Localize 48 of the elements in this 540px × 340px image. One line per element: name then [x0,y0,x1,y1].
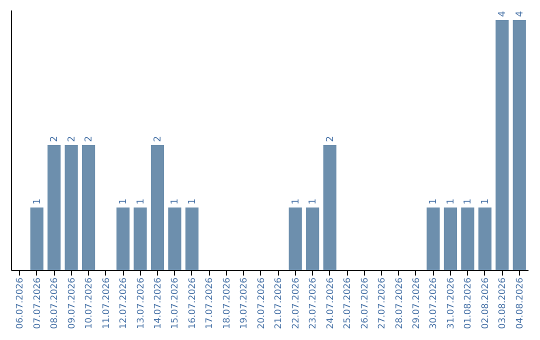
x-tick-label: 11.07.2026 [102,277,112,330]
data-label: 1 [480,198,491,204]
data-label: 2 [324,136,336,142]
data-label: 1 [135,198,146,204]
x-tick-label: 10.07.2026 [84,277,95,330]
x-tick-label: 15.07.2026 [170,277,181,330]
data-label: 1 [32,198,43,204]
x-tick-label: 28.07.2026 [394,277,405,330]
data-label: 1 [308,198,319,204]
x-tick-label: 18.07.2026 [222,277,232,330]
x-tick-label: 12.07.2026 [119,277,130,330]
data-label: 2 [49,136,60,142]
data-label: 1 [428,198,440,204]
x-tick-label: 07.07.2026 [32,277,43,330]
x-tick-label: 08.07.2026 [50,277,60,330]
x-tick-label: 13.07.2026 [136,277,146,330]
x-tick-label: 02.08.2026 [480,277,491,330]
data-label: 1 [118,198,130,204]
x-tick-label: 21.07.2026 [274,277,284,330]
data-label: 2 [66,136,78,142]
x-tick-label: 26.07.2026 [360,277,370,330]
x-tick-label: 16.07.2026 [188,277,198,330]
x-tick-label: 27.07.2026 [378,277,388,330]
data-label: 1 [445,198,456,204]
data-label: 1 [290,198,302,204]
data-label: 2 [152,136,164,142]
x-tick-label: 23.07.2026 [308,277,319,330]
data-label: 1 [462,198,474,204]
x-tick-label: 01.08.2026 [464,277,474,330]
x-tick-label: 25.07.2026 [343,277,354,330]
data-label: 1 [170,198,181,204]
data-label: 4 [497,10,508,17]
x-tick-label: 17.07.2026 [205,277,216,330]
data-label: 2 [84,136,95,142]
x-tick-label: 30.07.2026 [429,277,440,330]
x-tick-label: 04.08.2026 [515,277,526,330]
x-tick-label: 09.07.2026 [67,277,78,330]
x-tick-label: 31.07.2026 [446,277,456,330]
x-tick-label: 03.08.2026 [498,277,508,330]
x-tick-label: 24.07.2026 [326,277,336,330]
data-label: 4 [514,10,526,17]
x-tick-label: 22.07.2026 [291,277,302,330]
data-label: 1 [186,198,198,204]
x-tick-label: 29.07.2026 [412,277,422,330]
x-tick-label: 14.07.2026 [153,277,164,330]
x-tick-label: 19.07.2026 [240,277,250,330]
x-tick-label: 06.07.2026 [16,277,26,330]
x-tick-label: 20.07.2026 [256,277,267,330]
